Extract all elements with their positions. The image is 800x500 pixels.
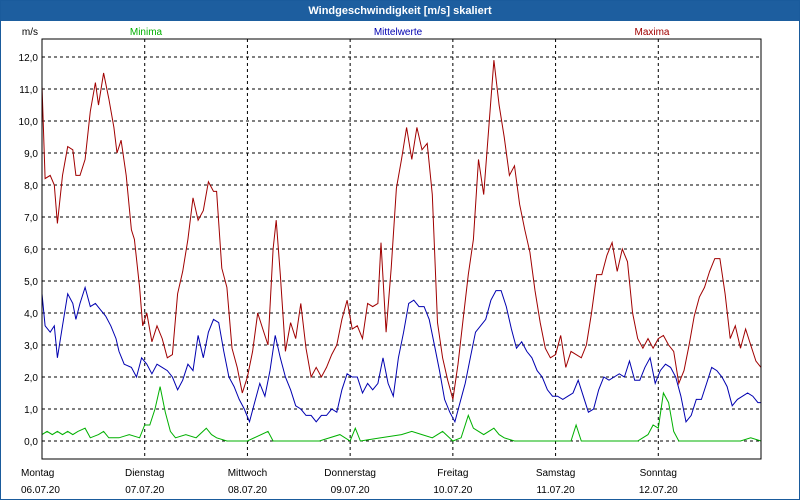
x-tick-date: 07.07.20: [125, 485, 164, 496]
x-tick-date: 09.07.20: [331, 485, 370, 496]
axis-labels: 0,0 1,0 2,0 3,0 4,0 5,0 6,0 7,0 8,0 9,0 10,0 11,0 12…: [19, 27, 679, 496]
legend-entry: Mittelwerte: [374, 27, 423, 38]
y-tick-label: 11,0: [19, 85, 38, 96]
y-tick-label: 9,0: [24, 149, 38, 160]
y-tick-label: 4,0: [24, 309, 38, 320]
x-tick-day: Dienstag: [125, 468, 164, 479]
y-tick-label: 12,0: [19, 53, 39, 64]
y-tick-label: 3,0: [24, 341, 38, 352]
y-tick-label: 6,0: [24, 245, 38, 256]
legend-entry: Maxima: [634, 27, 669, 38]
grid: [42, 39, 761, 459]
series-layer: [41, 60, 762, 442]
y-tick-label: 1,0: [24, 405, 38, 416]
y-tick-label: 0,0: [24, 437, 38, 448]
x-tick-day: Donnerstag: [324, 468, 376, 479]
legend: Minima Mittelwerte Maxima: [130, 27, 670, 38]
x-tick-date: 08.07.20: [228, 485, 267, 496]
x-tick-day: Montag: [21, 468, 54, 479]
series-line-mittelwerte: [41, 285, 761, 424]
chart-plot: 0,0 1,0 2,0 3,0 4,0 5,0 6,0 7,0 8,0 9,0 10,0 11,0 12…: [19, 27, 762, 496]
x-tick-day: Freitag: [437, 468, 468, 479]
plot-border: [41, 38, 762, 460]
chart-title: Windgeschwindigkeit [m/s] skaliert: [1, 1, 799, 21]
legend-entry: Minima: [130, 27, 163, 38]
x-tick-date: 10.07.20: [433, 485, 472, 496]
y-tick-label: 10,0: [19, 117, 39, 128]
x-tick-date: 12.07.20: [639, 485, 678, 496]
y-tick-label: 8,0: [24, 181, 38, 192]
y-tick-label: 5,0: [24, 277, 38, 288]
x-tick-day: Samstag: [536, 468, 575, 479]
x-tick-date: 11.07.20: [536, 485, 575, 496]
x-tick-day: Sonntag: [640, 468, 677, 479]
y-tick-label: 2,0: [24, 373, 38, 384]
y-tick-label: 7,0: [24, 213, 38, 224]
x-tick-date: 06.07.20: [21, 485, 60, 496]
axes: [41, 38, 762, 460]
series-line-minima: [41, 386, 762, 442]
series-line-maxima: [41, 60, 762, 400]
x-tick-day: Mittwoch: [228, 468, 267, 479]
y-axis-unit: m/s: [22, 27, 38, 38]
